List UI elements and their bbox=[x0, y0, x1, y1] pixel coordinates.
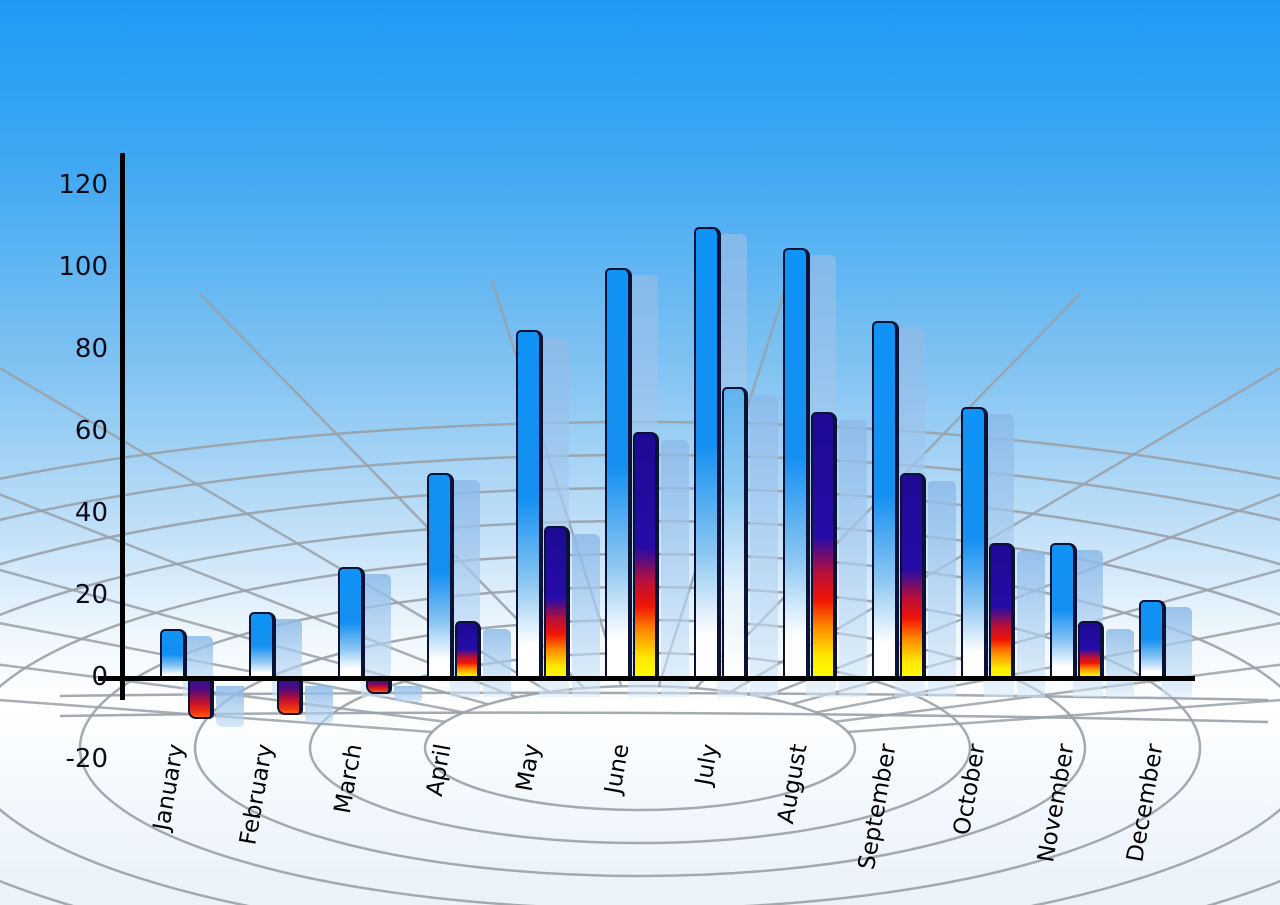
y-axis-label-20: 20 bbox=[74, 580, 108, 610]
y-axis-label-120: 120 bbox=[58, 170, 108, 200]
bar-shadow-march-series2 bbox=[394, 686, 422, 703]
bar-october-series1 bbox=[961, 407, 988, 680]
grid-spoke-15 bbox=[847, 698, 1280, 734]
bar-july-series1 bbox=[694, 227, 721, 680]
bar-february-series2 bbox=[277, 678, 303, 715]
grid-spoke-25 bbox=[834, 663, 1280, 724]
bar-may-series2 bbox=[544, 526, 570, 680]
x-axis-label-october: October bbox=[949, 742, 991, 838]
y-axis-label-0: 0 bbox=[91, 662, 108, 692]
grid-spoke-135 bbox=[0, 568, 489, 706]
bar-shadow-april-series2 bbox=[483, 628, 511, 697]
x-axis-label-june: June bbox=[600, 742, 635, 796]
bar-august-series2 bbox=[811, 411, 837, 680]
bar-march-series2 bbox=[366, 678, 392, 695]
bar-january-series1 bbox=[160, 628, 187, 680]
bar-august-series1 bbox=[783, 247, 810, 680]
x-axis-label-may: May bbox=[511, 742, 546, 794]
bar-march-series1 bbox=[338, 567, 365, 680]
bar-shadow-january-series2 bbox=[216, 686, 244, 727]
bar-shadow-june-series2 bbox=[661, 440, 689, 697]
y-axis-label-40: 40 bbox=[74, 498, 108, 528]
x-axis-label-november: November bbox=[1033, 742, 1080, 865]
bar-shadow-september-series2 bbox=[928, 481, 956, 697]
y-axis-label-60: 60 bbox=[74, 416, 108, 446]
x-axis-label-august: August bbox=[773, 742, 813, 826]
bar-january-series2 bbox=[188, 678, 214, 719]
bar-shadow-february-series2 bbox=[305, 686, 333, 723]
x-axis-line bbox=[98, 676, 1195, 681]
bar-september-series2 bbox=[900, 473, 926, 680]
y-axis-label-80: 80 bbox=[74, 334, 108, 364]
x-axis-label-april: April bbox=[421, 742, 457, 799]
bar-october-series2 bbox=[989, 542, 1015, 680]
bar-december-series1 bbox=[1139, 600, 1166, 680]
bar-shadow-december-series1 bbox=[1162, 607, 1192, 697]
bar-june-series1 bbox=[605, 268, 632, 680]
x-axis-label-january: January bbox=[148, 742, 190, 833]
bar-april-series2 bbox=[455, 620, 481, 680]
bar-september-series1 bbox=[872, 321, 899, 680]
bar-shadow-november-series2 bbox=[1106, 628, 1134, 697]
bar-shadow-august-series2 bbox=[839, 419, 867, 697]
x-axis-label-march: March bbox=[329, 742, 368, 816]
bar-shadow-july-series2 bbox=[750, 394, 778, 697]
x-axis-label-july: July bbox=[690, 742, 724, 788]
bar-shadow-may-series2 bbox=[572, 534, 600, 697]
y-axis-label-100: 100 bbox=[58, 252, 108, 282]
y-axis-label--20: -20 bbox=[65, 744, 108, 774]
bar-november-series1 bbox=[1050, 542, 1077, 680]
bar-july-series2 bbox=[722, 386, 748, 680]
bar-may-series1 bbox=[516, 329, 543, 680]
x-axis-label-september: September bbox=[853, 742, 902, 872]
bar-february-series1 bbox=[249, 612, 276, 680]
bar-april-series1 bbox=[427, 473, 454, 680]
bar-june-series2 bbox=[633, 432, 659, 680]
bar-november-series2 bbox=[1078, 620, 1104, 680]
y-axis-line bbox=[120, 153, 125, 700]
x-axis-label-december: December bbox=[1122, 742, 1169, 864]
x-axis-label-february: February bbox=[235, 742, 279, 847]
bar-shadow-october-series2 bbox=[1017, 550, 1045, 697]
